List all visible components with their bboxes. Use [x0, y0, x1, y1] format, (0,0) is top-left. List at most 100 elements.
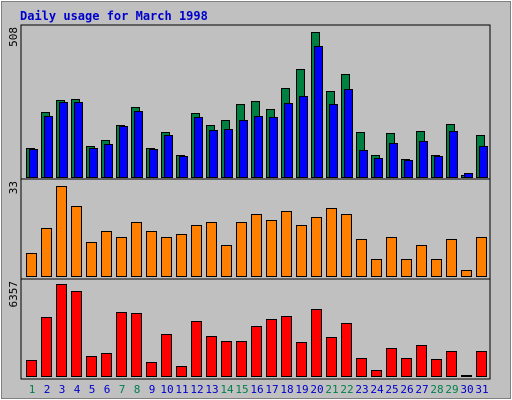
bar-pages-day-5 — [86, 242, 97, 277]
panel-middle-bars — [26, 186, 487, 277]
bar-pages-day-31 — [476, 237, 487, 277]
bar-files-day-8 — [134, 111, 143, 178]
bar-files-day-19 — [299, 96, 308, 178]
bar-kbytes-day-19 — [296, 342, 307, 377]
bar-files-day-1 — [29, 149, 38, 178]
bar-kbytes-day-22 — [341, 323, 352, 377]
bar-files-day-16 — [254, 116, 263, 178]
bar-kbytes-day-3 — [56, 284, 67, 377]
bar-kbytes-day-20 — [311, 309, 322, 377]
day-label-13: 13 — [205, 383, 218, 396]
bar-files-day-5 — [89, 148, 98, 178]
bar-pages-day-26 — [401, 259, 412, 277]
bar-files-day-22 — [344, 89, 353, 178]
day-label-9: 9 — [149, 383, 156, 396]
bar-kbytes-day-12 — [191, 321, 202, 377]
day-label-24: 24 — [370, 383, 384, 396]
bar-kbytes-day-17 — [266, 319, 277, 377]
bar-kbytes-day-30 — [461, 375, 472, 377]
bar-pages-day-3 — [56, 186, 67, 277]
bar-files-day-12 — [194, 117, 203, 178]
day-label-15: 15 — [235, 383, 248, 396]
bar-files-day-25 — [389, 143, 398, 178]
bar-files-day-14 — [224, 129, 233, 178]
day-label-4: 4 — [74, 383, 81, 396]
bar-pages-day-7 — [116, 237, 127, 277]
bar-pages-day-12 — [191, 225, 202, 277]
bar-kbytes-day-8 — [131, 313, 142, 377]
bar-files-day-18 — [284, 103, 293, 178]
bar-files-day-9 — [149, 149, 158, 178]
day-label-16: 16 — [250, 383, 263, 396]
bar-pages-day-22 — [341, 214, 352, 277]
bar-kbytes-day-26 — [401, 358, 412, 377]
bar-kbytes-day-28 — [431, 359, 442, 377]
bar-files-day-23 — [359, 150, 368, 178]
bar-pages-day-4 — [71, 206, 82, 277]
bar-files-day-21 — [329, 104, 338, 178]
bar-pages-day-8 — [131, 222, 142, 277]
day-label-18: 18 — [280, 383, 293, 396]
bar-pages-day-19 — [296, 225, 307, 277]
day-label-23: 23 — [355, 383, 368, 396]
bar-pages-day-2 — [41, 228, 52, 277]
day-label-20: 20 — [310, 383, 323, 396]
bar-pages-day-17 — [266, 220, 277, 277]
bar-pages-day-9 — [146, 231, 157, 277]
bar-pages-day-21 — [326, 208, 337, 277]
bar-pages-day-27 — [416, 245, 427, 277]
bar-pages-day-13 — [206, 222, 217, 277]
bar-kbytes-day-29 — [446, 351, 457, 377]
day-label-5: 5 — [89, 383, 96, 396]
day-axis-labels: 1 2 3 4 5 6 7 8 9 10 11 12 13 14 15 16 17 18 19 20 21 22 23 24 2… — [29, 383, 489, 396]
bar-kbytes-day-15 — [236, 341, 247, 377]
bar-pages-day-15 — [236, 222, 247, 277]
panel-top-bars — [26, 32, 488, 178]
bar-files-day-26 — [404, 160, 413, 178]
bar-files-day-2 — [44, 116, 53, 178]
bar-pages-day-30 — [461, 270, 472, 277]
panel-middle-max-label: 33 — [7, 181, 20, 194]
bar-kbytes-day-18 — [281, 316, 292, 377]
panel-top-max-label: 508 — [7, 27, 20, 47]
day-label-17: 17 — [265, 383, 278, 396]
bar-pages-day-29 — [446, 239, 457, 277]
bar-kbytes-day-5 — [86, 356, 97, 377]
bar-files-day-30 — [464, 173, 473, 178]
bar-files-day-6 — [104, 144, 113, 178]
bar-pages-day-6 — [101, 231, 112, 277]
bar-kbytes-day-21 — [326, 337, 337, 377]
bar-pages-day-18 — [281, 211, 292, 277]
bar-kbytes-day-25 — [386, 348, 397, 377]
day-label-25: 25 — [385, 383, 398, 396]
bar-files-day-24 — [374, 158, 383, 178]
bar-kbytes-day-9 — [146, 362, 157, 377]
bar-pages-day-25 — [386, 237, 397, 277]
bar-kbytes-day-6 — [101, 353, 112, 377]
day-label-7: 7 — [119, 383, 126, 396]
day-label-6: 6 — [104, 383, 111, 396]
day-label-19: 19 — [295, 383, 308, 396]
bar-kbytes-day-7 — [116, 312, 127, 377]
day-label-10: 10 — [160, 383, 173, 396]
day-label-28: 28 — [430, 383, 443, 396]
day-label-22: 22 — [340, 383, 353, 396]
day-label-11: 11 — [175, 383, 188, 396]
day-label-21: 21 — [325, 383, 338, 396]
bar-files-day-11 — [179, 156, 188, 178]
chart-title: Daily usage for March 1998 — [20, 9, 208, 23]
bar-files-day-27 — [419, 141, 428, 178]
bar-pages-day-14 — [221, 245, 232, 277]
bar-files-day-28 — [434, 156, 443, 178]
bar-pages-day-1 — [26, 253, 37, 277]
bar-kbytes-day-31 — [476, 351, 487, 377]
bar-kbytes-day-10 — [161, 334, 172, 377]
bar-pages-day-24 — [371, 259, 382, 277]
day-label-1: 1 — [29, 383, 36, 396]
bar-kbytes-day-2 — [41, 317, 52, 377]
bar-pages-day-20 — [311, 217, 322, 277]
bar-pages-day-23 — [356, 239, 367, 277]
